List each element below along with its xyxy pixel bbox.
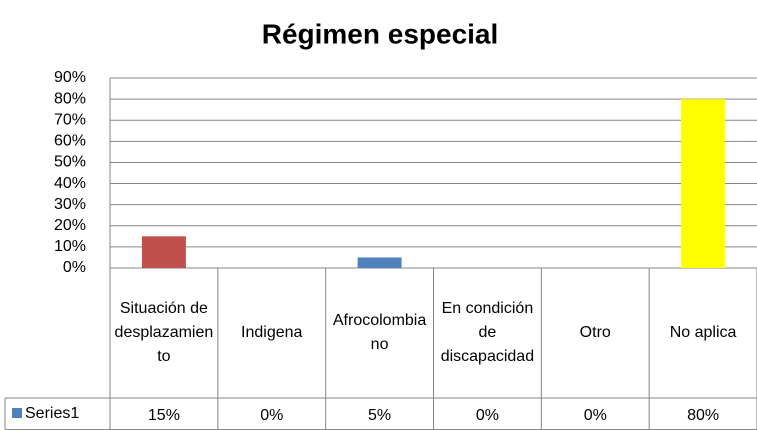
y-tick-label: 20%	[54, 217, 86, 234]
bar	[357, 257, 402, 268]
y-tick-label: 10%	[54, 238, 86, 255]
data-label: 0%	[584, 407, 607, 424]
data-label: 80%	[687, 407, 719, 424]
x-tick-label: Indigena	[241, 324, 303, 341]
x-tick-label: Afrocolombiano	[332, 312, 427, 353]
data-label: 5%	[368, 407, 391, 424]
legend-label: Series1	[25, 405, 79, 422]
data-label: 0%	[476, 407, 499, 424]
y-tick-label: 90%	[54, 69, 86, 86]
legend-swatch	[12, 408, 22, 418]
x-tick-label: En condición de discapacidad	[440, 300, 535, 365]
data-label: 15%	[148, 407, 180, 424]
bar	[141, 236, 186, 268]
category-cell: En condición de discapacidad	[440, 300, 535, 365]
y-tick-label: 0%	[63, 259, 86, 276]
category-cell: Afrocolombiano	[332, 312, 427, 353]
y-tick-label: 80%	[54, 90, 86, 107]
chart-title: Régimen especial	[262, 18, 499, 49]
x-tick-label: Otro	[579, 324, 611, 341]
category-cell: Situación de desplazamiento	[114, 300, 214, 365]
y-tick-label: 30%	[54, 196, 86, 213]
y-tick-label: 50%	[54, 154, 86, 171]
x-tick-label: No aplica	[669, 324, 737, 341]
bar	[681, 99, 726, 268]
data-label: 0%	[260, 407, 283, 424]
category-cell: No aplica	[669, 324, 737, 341]
category-cell: Otro	[579, 324, 611, 341]
category-cell: Indigena	[241, 324, 303, 341]
y-tick-label: 60%	[54, 133, 86, 150]
y-tick-label: 70%	[54, 111, 86, 128]
x-tick-label: Situación de desplazamiento	[114, 300, 214, 365]
y-tick-label: 40%	[54, 175, 86, 192]
